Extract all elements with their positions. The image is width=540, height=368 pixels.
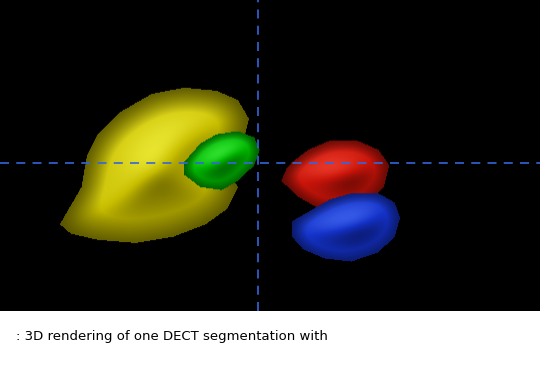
Text: : 3D rendering of one DECT segmentation with: : 3D rendering of one DECT segmentation …: [16, 330, 328, 343]
